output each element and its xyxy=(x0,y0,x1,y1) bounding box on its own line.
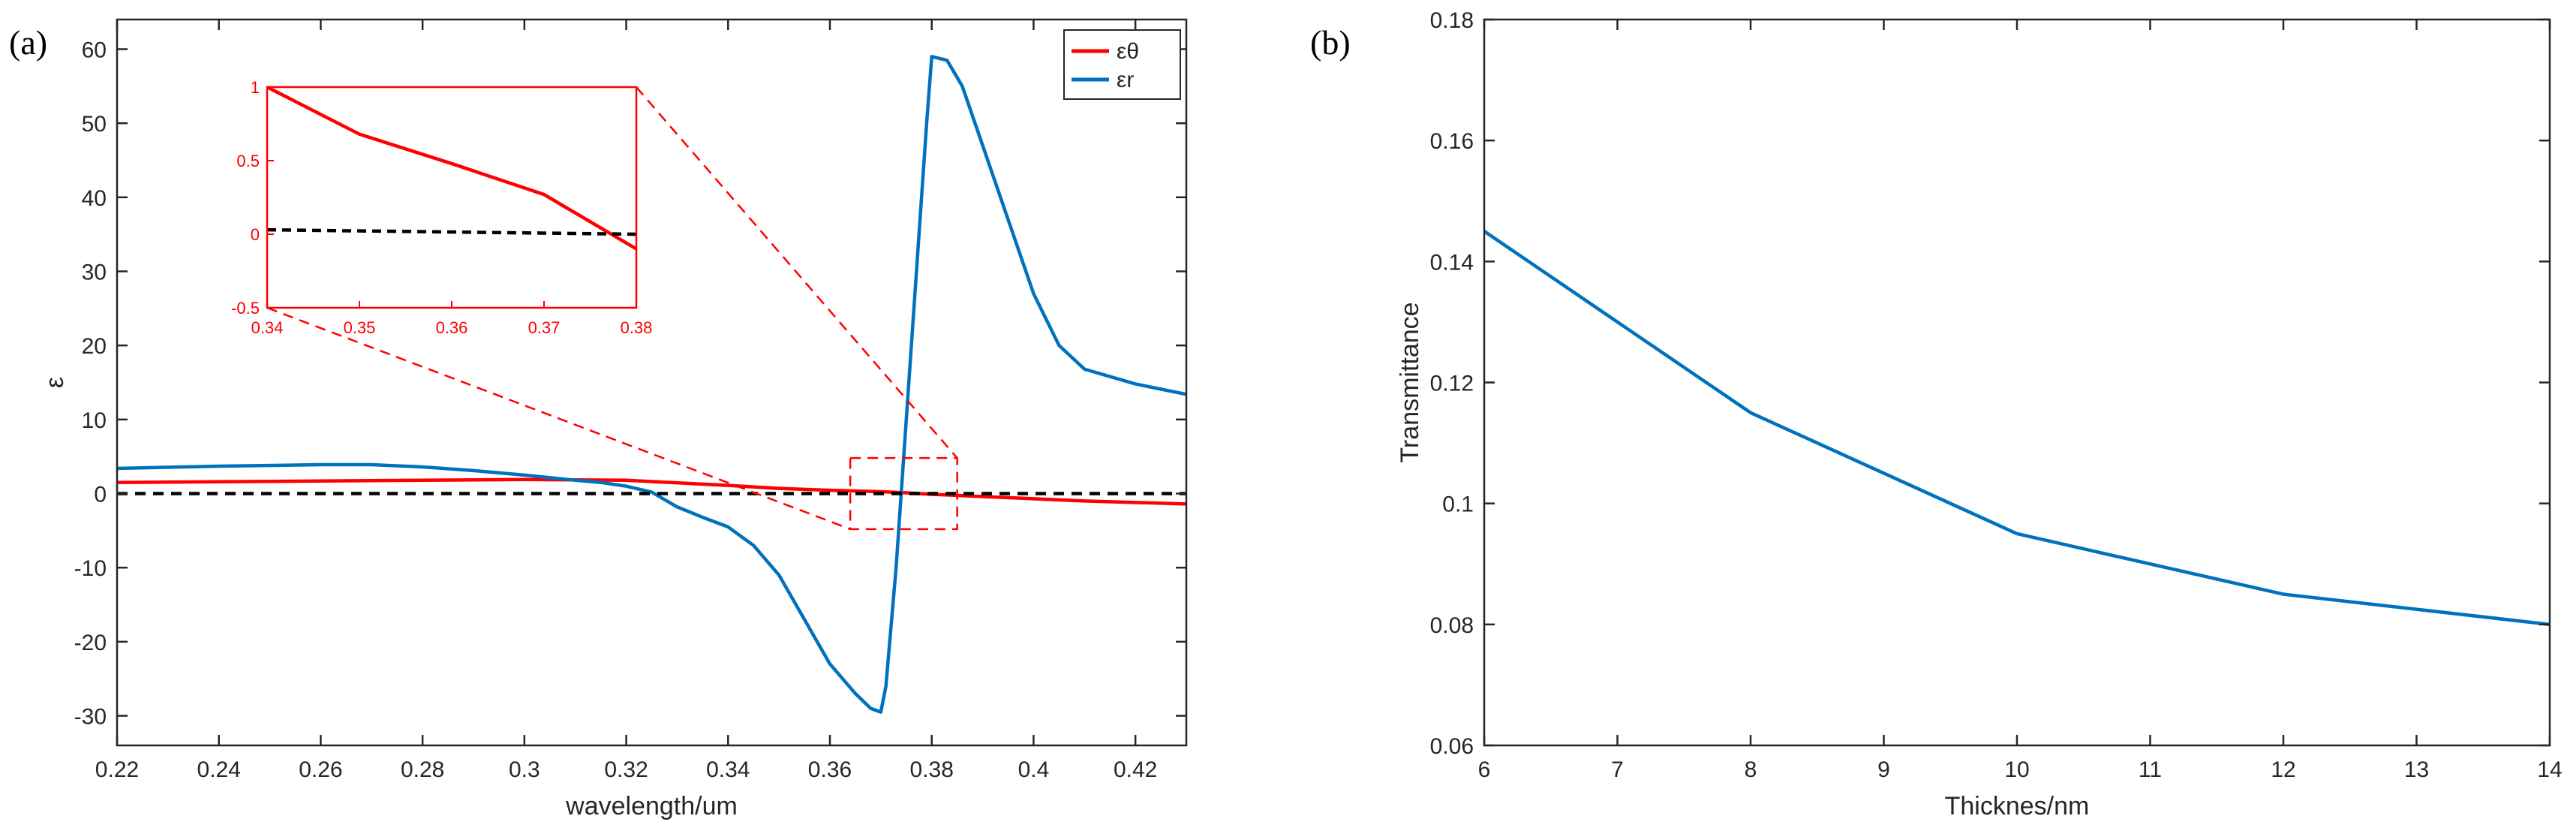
inset-y-tick-label: 1 xyxy=(251,78,260,97)
x-axis-label: wavelength/um xyxy=(565,792,738,820)
x-tick-label: 0.36 xyxy=(808,757,852,782)
y-tick-label: 0.1 xyxy=(1442,492,1474,517)
x-tick-label: 9 xyxy=(1877,757,1890,782)
panel-a: 0.22 0.24 0.26 0.28 0.3 0.32 0.34 0.36 0.38 0.4 0.… xyxy=(9,18,1188,820)
series-line-1 xyxy=(117,55,1186,714)
inset-background xyxy=(267,87,636,308)
legend-label: εθ xyxy=(1117,39,1139,64)
x-tick-label: 0.42 xyxy=(1114,757,1157,782)
x-tick-label: 0.38 xyxy=(910,757,954,782)
y-tick-label: 60 xyxy=(82,38,107,62)
x-tick-label: 0.3 xyxy=(509,757,540,782)
inset-x-tick-label: 0.38 xyxy=(621,318,653,337)
inset-x-tick-label: 0.37 xyxy=(528,318,561,337)
x-tick-label: 0.26 xyxy=(299,757,342,782)
x-axis-label: Thicknes/nm xyxy=(1945,792,2090,820)
inset-x-tick-label: 0.35 xyxy=(344,318,376,337)
x-tick-label: 0.22 xyxy=(95,757,139,782)
y-axis-label: Transmittance xyxy=(1396,302,1424,462)
inset-y-tick-label: 0 xyxy=(251,225,260,244)
x-tick-label: 0.34 xyxy=(706,757,750,782)
legend: εθ εr xyxy=(1063,29,1181,100)
x-tick-label: 6 xyxy=(1478,757,1491,782)
x-tick-label: 8 xyxy=(1745,757,1757,782)
x-tick-label: 7 xyxy=(1611,757,1624,782)
y-tick-label: 0.18 xyxy=(1430,8,1474,33)
y-tick-label: 30 xyxy=(82,260,107,285)
y-tick-label: 10 xyxy=(82,408,107,433)
inset-series-line-0 xyxy=(266,85,638,251)
x-tick-label: 13 xyxy=(2404,757,2429,782)
x-tick-label: 0.32 xyxy=(604,757,648,782)
x-tick-label: 0.4 xyxy=(1018,757,1050,782)
y-tick-label: 0.14 xyxy=(1430,250,1474,275)
x-tick-label: 11 xyxy=(2139,757,2162,782)
x-tick-label: 0.24 xyxy=(197,757,241,782)
inset-y-tick-label: -0.5 xyxy=(231,299,260,318)
legend-box xyxy=(1063,29,1181,100)
inset-x-tick-label: 0.36 xyxy=(436,318,468,337)
plot-frame xyxy=(116,18,1188,747)
y-tick-label: 20 xyxy=(82,334,107,359)
y-tick-label: -10 xyxy=(74,556,107,581)
series-line-0 xyxy=(117,477,1186,506)
panel-label: (b) xyxy=(1310,23,1351,62)
x-tick-label: 14 xyxy=(2537,757,2562,782)
y-tick-label: -30 xyxy=(74,705,107,730)
y-tick-label: 0.06 xyxy=(1430,734,1474,759)
inset-y-tick-label: 0.5 xyxy=(236,152,260,170)
legend-label: εr xyxy=(1117,68,1134,92)
panel-label: (a) xyxy=(9,23,47,62)
y-axis-label: ε xyxy=(41,377,69,388)
inset-x-tick-label: 0.34 xyxy=(251,318,284,337)
zoom-connector-bottom xyxy=(266,306,851,531)
y-tick-label: 0.08 xyxy=(1430,613,1474,638)
panel-b: 6 7 8 9 10 11 12 13 14 0.06 0.08 0.1 0.12 0.14 0.16 0.1… xyxy=(1310,8,2562,820)
y-tick-label: 50 xyxy=(82,112,107,137)
series-line-0 xyxy=(1484,230,2550,627)
y-tick-label: 40 xyxy=(82,186,107,211)
x-tick-label: 10 xyxy=(2004,757,2029,782)
y-tick-label: 0 xyxy=(94,483,107,507)
x-tick-label: 0.28 xyxy=(401,757,444,782)
inset-series-line-zero-reference xyxy=(266,227,637,236)
x-tick-label: 12 xyxy=(2271,757,2295,782)
y-tick-label: 0.12 xyxy=(1430,372,1474,396)
y-tick-label: -20 xyxy=(74,631,107,655)
y-tick-label: 0.16 xyxy=(1430,129,1474,154)
zoom-box xyxy=(849,456,958,531)
inset-chart: 0.34 0.35 0.36 0.37 0.38 -0.5 0 0.5 1 xyxy=(231,78,652,337)
zoom-connector-top xyxy=(636,86,958,459)
